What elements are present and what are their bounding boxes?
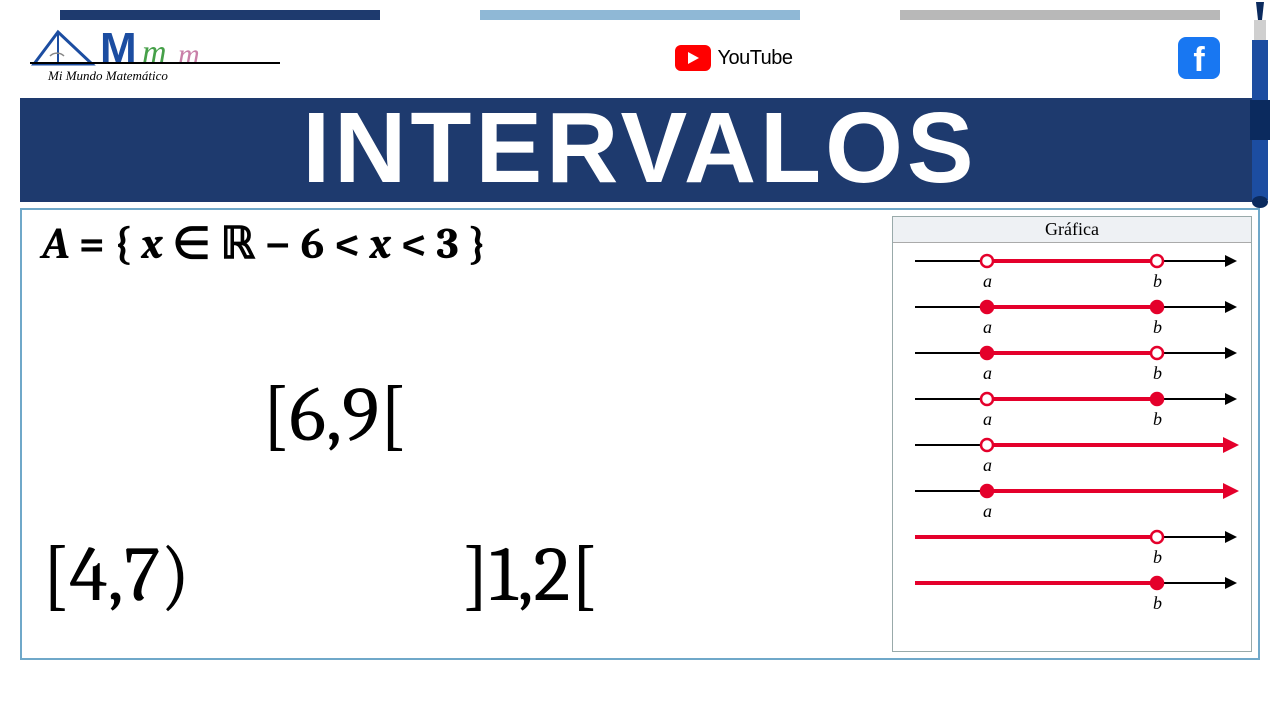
point-label-a: a [983, 455, 992, 476]
close-brace: } [468, 218, 485, 269]
number-line-row: a [897, 433, 1247, 477]
number-line-svg [897, 295, 1247, 339]
top-bar-3 [900, 10, 1220, 20]
number-line-svg [897, 249, 1247, 293]
logo-letter-3: m [178, 38, 200, 72]
set-definition: A = { x ∈ ℝ − 6 < x < 3 } [42, 218, 880, 269]
point-label-b: b [1153, 271, 1162, 292]
channel-logo: M m m Mi Mundo Matemático [30, 28, 290, 88]
number-line-svg [897, 571, 1247, 615]
real-numbers: ℝ [220, 218, 255, 269]
point-label-b: b [1153, 409, 1162, 430]
top-bars [0, 0, 1280, 20]
grafica-title: Gráfica [893, 217, 1251, 243]
math-pane: A = { x ∈ ℝ − 6 < x < 3 } [6,9[ [4,7) ]1… [22, 210, 892, 658]
grafica-panel: Gráfica ababababaabb [892, 216, 1252, 652]
number-line-svg [897, 387, 1247, 431]
top-bar-2 [480, 10, 800, 20]
var-x-2: x [370, 218, 391, 269]
top-bar-1 [60, 10, 380, 20]
number-line-svg [897, 525, 1247, 569]
number-line-row: b [897, 571, 1247, 615]
open-brace: { [114, 218, 131, 269]
point-label-a: a [983, 271, 992, 292]
logo-letter-2: m [142, 34, 167, 72]
separator: − [265, 218, 291, 269]
title-banner: INTERVALOS [20, 98, 1260, 202]
lt1: 6 < [301, 218, 360, 269]
logo-divider [30, 62, 280, 64]
number-line-svg [897, 479, 1247, 523]
element-of: ∈ [172, 218, 210, 269]
interval-notation-2: [4,7) [42, 530, 190, 620]
var-x-1: x [141, 218, 162, 269]
set-A: A [42, 218, 69, 269]
equals-sign: = [79, 218, 105, 269]
point-label-a: a [983, 363, 992, 384]
number-line-svg [897, 341, 1247, 385]
youtube-badge: YouTube [675, 45, 792, 71]
point-label-a: a [983, 501, 992, 522]
point-label-b: b [1153, 317, 1162, 338]
point-label-b: b [1153, 547, 1162, 568]
logo-subtitle: Mi Mundo Matemático [48, 68, 168, 84]
youtube-label: YouTube [717, 47, 792, 70]
point-label-a: a [983, 317, 992, 338]
number-line-row: ab [897, 295, 1247, 339]
content-box: A = { x ∈ ℝ − 6 < x < 3 } [6,9[ [4,7) ]1… [20, 208, 1260, 660]
title-text: INTERVALOS [302, 92, 977, 204]
number-line-row: ab [897, 341, 1247, 385]
point-label-b: b [1153, 593, 1162, 614]
number-line-row: ab [897, 387, 1247, 431]
point-label-b: b [1153, 363, 1162, 384]
number-line-row: ab [897, 249, 1247, 293]
youtube-icon [675, 45, 711, 71]
logo-letter-1: M [100, 24, 137, 74]
grafica-body: ababababaabb [893, 243, 1251, 621]
header-row: M m m Mi Mundo Matemático YouTube f [0, 20, 1280, 94]
number-line-row: a [897, 479, 1247, 523]
facebook-icon: f [1178, 37, 1220, 79]
lt2: < 3 [401, 218, 459, 269]
point-label-a: a [983, 409, 992, 430]
interval-notation-3: ]1,2[ [462, 530, 598, 620]
number-line-row: b [897, 525, 1247, 569]
interval-notation-1: [6,9[ [262, 370, 407, 460]
number-line-svg [897, 433, 1247, 477]
